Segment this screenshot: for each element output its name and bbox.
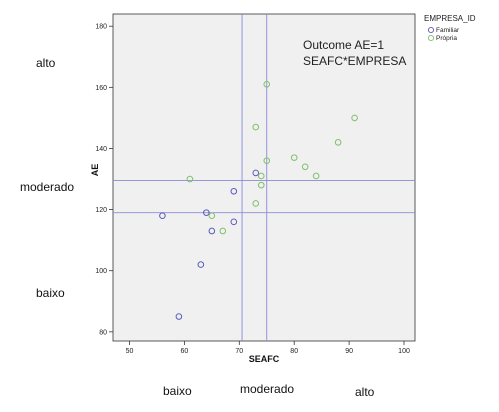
point-propria [257,181,265,189]
y-axis-title: AE [90,164,100,177]
legend-marker-propria [427,34,435,42]
annotation-line-1: Outcome AE=1 [303,38,384,52]
legend-label-propria: Própria [436,35,457,42]
point-propria [312,172,320,180]
x-tick-label: 90 [345,348,353,355]
x-tick-label: 80 [290,348,298,355]
y-tick-label: 160 [95,85,107,92]
x-tick-label: 70 [235,348,243,355]
y-axis: 80 100 120 140 160 180 [95,24,113,336]
x-side-label-mid: moderado [240,382,294,396]
point-familiar [208,227,216,235]
y-side-label-mid: moderado [20,180,74,194]
y-tick-label: 100 [95,268,107,275]
point-propria [252,123,260,131]
point-propria [219,227,227,235]
point-familiar [230,218,238,226]
data-points [159,80,358,320]
annotation-line-2: SEAFC*EMPRESA [303,54,406,68]
point-familiar [159,212,166,220]
point-propria [252,200,260,207]
point-propria [263,157,271,164]
legend-marker-familiar [427,26,435,34]
y-side-label-low: baixo [36,286,65,300]
x-side-label-low: baixo [163,384,192,398]
x-axis-title: SEAFC [249,354,280,364]
point-familiar [197,261,205,268]
point-propria [208,212,216,220]
x-axis: 50 60 70 80 90 100 [126,341,410,355]
point-familiar [203,209,210,216]
legend-title: EMPRESA_ID [424,14,476,23]
y-side-label-high: alto [36,56,56,70]
point-propria [257,172,265,180]
point-propria [301,163,309,171]
x-side-label-high: alto [355,385,375,399]
x-tick-label: 60 [180,348,188,355]
point-familiar [230,187,238,195]
x-tick-label: 50 [126,348,134,355]
y-tick-label: 180 [95,24,107,31]
point-familiar [175,313,183,320]
point-propria [263,80,271,88]
y-tick-label: 140 [95,146,107,153]
legend-label-familiar: Familiar [436,27,460,34]
point-propria [186,175,194,183]
point-propria [334,139,342,146]
point-propria [290,154,298,161]
x-tick-label: 100 [398,348,410,355]
y-tick-label: 120 [95,207,107,214]
y-tick-label: 80 [99,329,107,336]
point-familiar [252,169,260,177]
point-propria [351,114,358,122]
legend: EMPRESA_ID Familiar Própria [424,14,476,42]
